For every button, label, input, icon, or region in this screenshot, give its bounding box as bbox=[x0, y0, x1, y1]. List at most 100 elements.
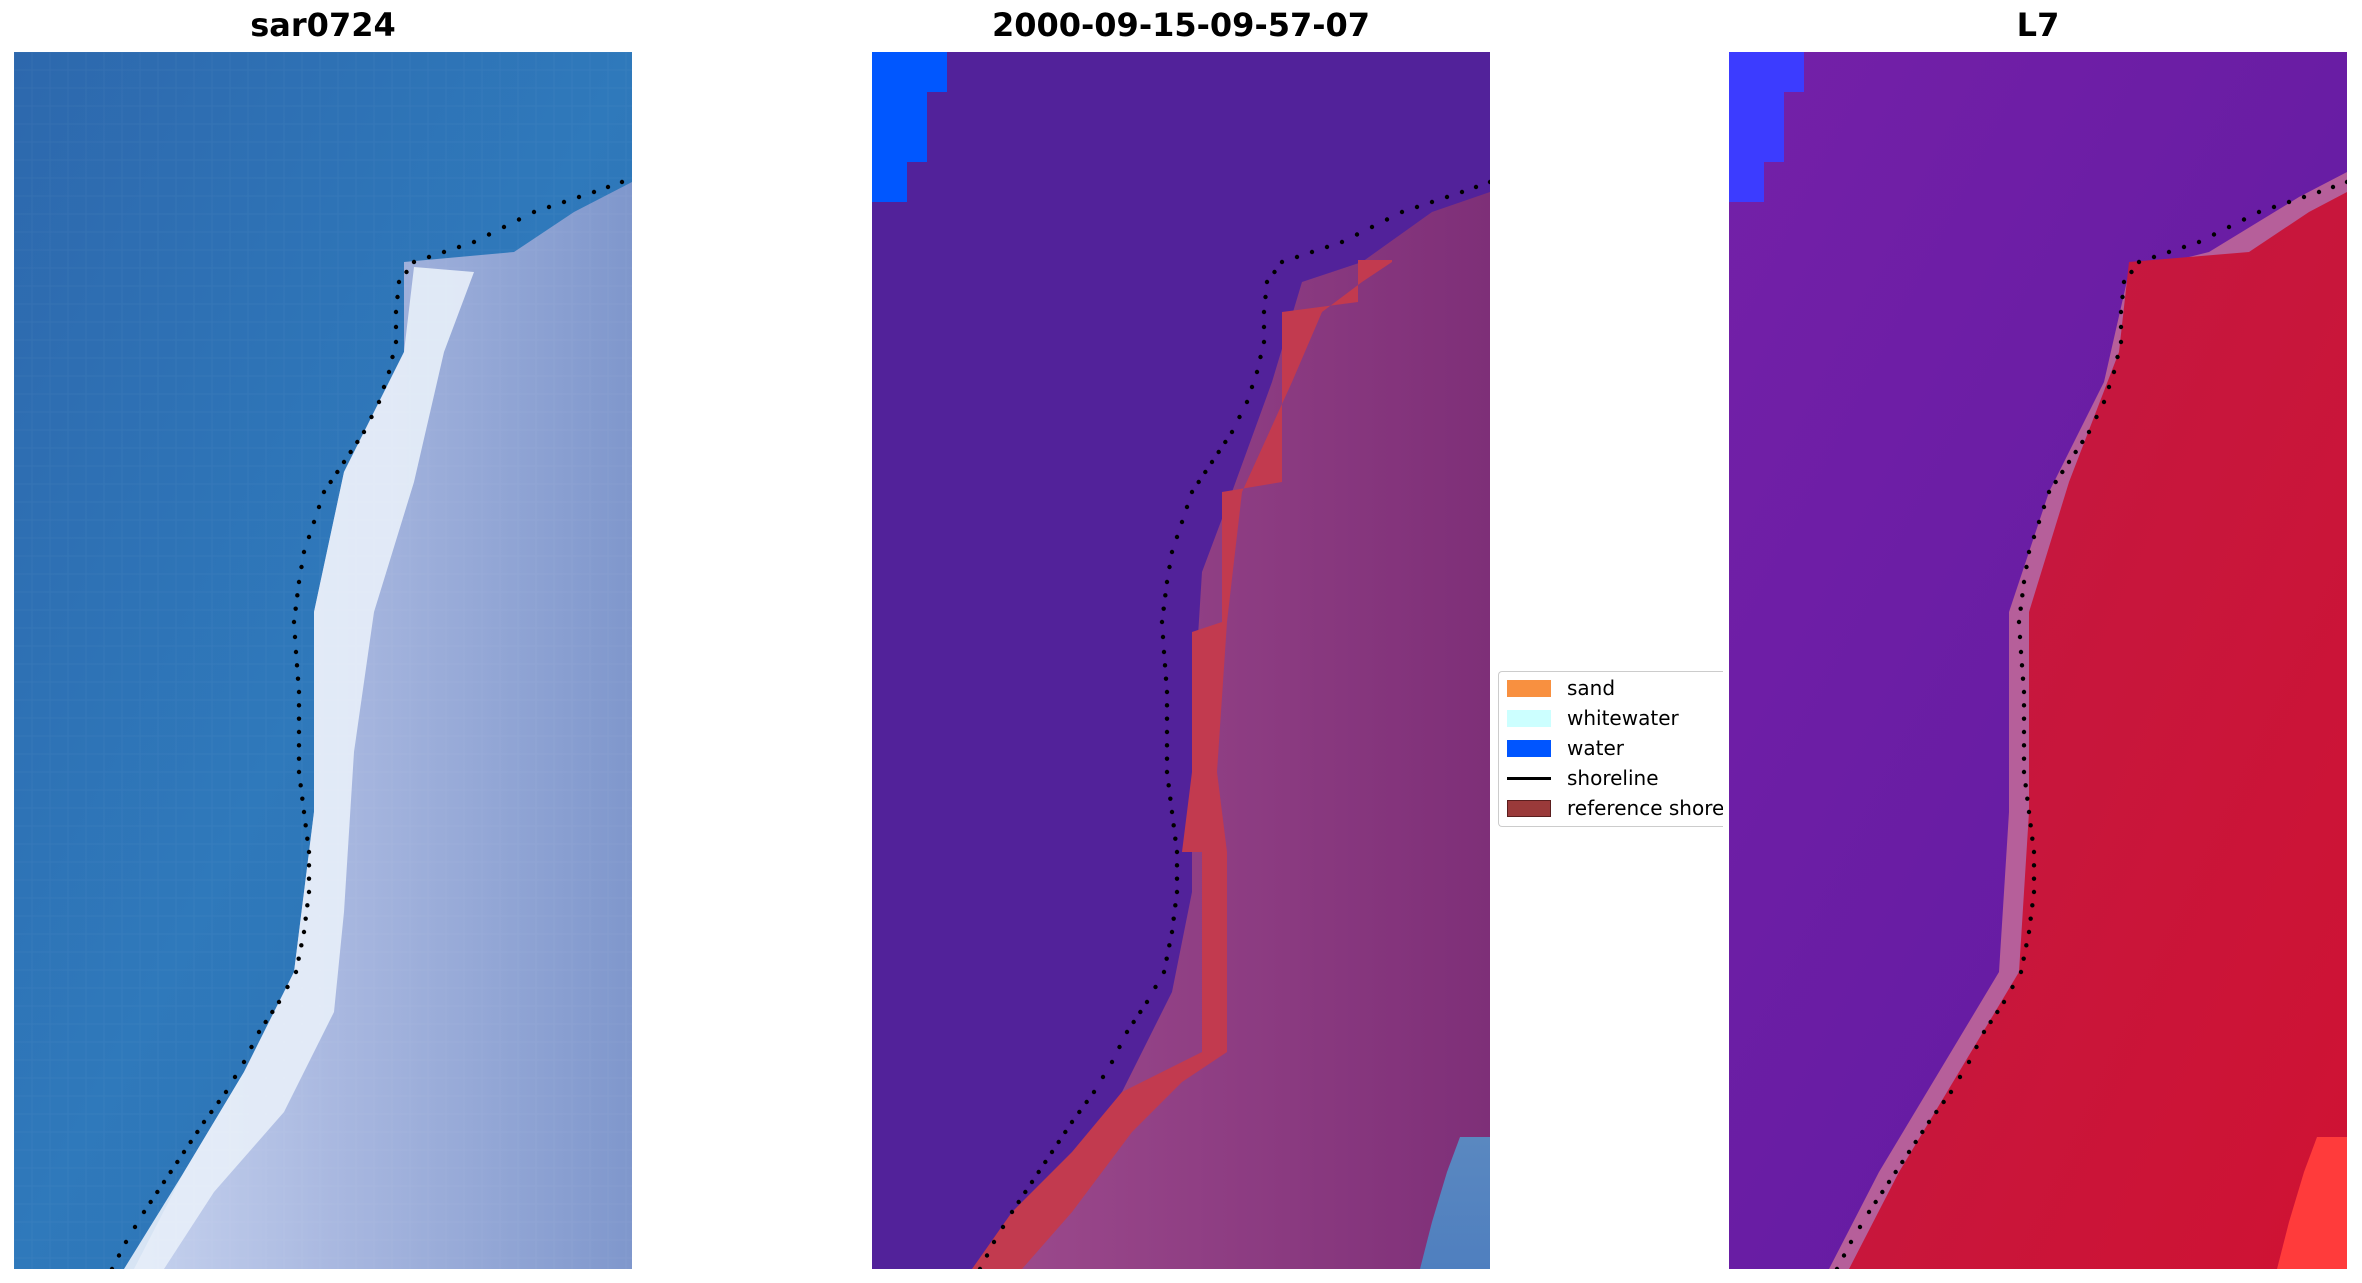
shoreline-dot bbox=[1179, 519, 1185, 525]
shoreline-dot bbox=[395, 294, 400, 300]
shoreline-dot bbox=[223, 1089, 229, 1095]
shoreline-dot bbox=[1161, 969, 1167, 975]
shoreline-dot bbox=[2286, 199, 2292, 205]
shoreline-dot bbox=[1223, 439, 1228, 445]
shoreline-dot bbox=[1974, 1044, 1979, 1050]
shoreline-dot bbox=[1164, 956, 1169, 961]
shoreline-dot bbox=[1913, 1139, 1918, 1145]
shoreline-dot bbox=[1926, 1119, 1932, 1125]
shoreline-dot bbox=[2053, 479, 2058, 485]
shoreline-dot bbox=[341, 459, 347, 465]
shoreline-dot bbox=[1414, 204, 1420, 210]
shoreline-dot bbox=[321, 489, 327, 495]
shoreline-dot bbox=[1261, 339, 1267, 345]
shoreline-dot bbox=[2020, 676, 2026, 681]
shoreline-dot bbox=[1399, 209, 1405, 215]
shoreline-dot bbox=[456, 244, 462, 250]
shoreline-dot bbox=[1174, 876, 1180, 881]
shoreline-dot bbox=[1063, 1129, 1068, 1135]
shoreline-dot bbox=[2025, 796, 2030, 801]
shoreline-dot bbox=[1159, 619, 1165, 625]
shoreline-dot bbox=[1009, 1209, 1015, 1215]
shoreline-dot bbox=[296, 769, 302, 775]
legend-label: whitewater bbox=[1567, 706, 1679, 730]
index-image-panel bbox=[1729, 52, 2347, 1269]
shoreline-dot bbox=[1163, 593, 1168, 598]
shoreline-dot bbox=[1036, 1169, 1041, 1175]
shoreline-dot bbox=[188, 1139, 193, 1145]
shoreline-dot bbox=[1164, 579, 1170, 585]
shoreline-dot bbox=[1369, 224, 1375, 230]
shoreline-dot bbox=[2021, 956, 2026, 961]
legend-line-shoreline bbox=[1507, 776, 1551, 780]
shoreline-dot bbox=[2060, 469, 2065, 475]
shoreline-dot bbox=[1384, 217, 1390, 222]
shoreline-dot bbox=[1161, 649, 1167, 655]
shoreline-dot bbox=[2019, 663, 2025, 668]
shoreline-dot bbox=[2120, 294, 2125, 300]
shoreline-dot bbox=[977, 1266, 983, 1269]
shoreline-dot bbox=[1900, 1159, 1905, 1165]
legend-swatch-whitewater bbox=[1507, 709, 1551, 727]
legend-label: reference shoreline bbox=[1567, 796, 1723, 820]
shoreline-dot bbox=[2330, 184, 2336, 190]
shoreline-dot bbox=[301, 929, 307, 935]
shoreline-dot bbox=[1866, 1209, 1872, 1215]
shoreline-dot bbox=[2316, 189, 2322, 195]
shoreline-dot bbox=[1487, 179, 1490, 185]
shoreline-dot bbox=[249, 1044, 254, 1050]
shoreline-dot bbox=[1249, 384, 1255, 390]
shoreline-dot bbox=[1324, 244, 1330, 250]
shoreline-dot bbox=[1995, 1009, 2000, 1015]
rgb-image-panel bbox=[14, 52, 632, 1269]
shoreline-dot bbox=[301, 549, 307, 555]
shoreline-dot bbox=[294, 663, 300, 668]
index-land-corner bbox=[2277, 1137, 2347, 1269]
shoreline-dot bbox=[361, 429, 367, 435]
shoreline-dot bbox=[2136, 259, 2142, 265]
shoreline-dot bbox=[1264, 279, 1270, 285]
shoreline-dot bbox=[1043, 1159, 1048, 1165]
shoreline-dot bbox=[2080, 439, 2085, 445]
legend-item-shoreline: shoreline bbox=[1507, 766, 1659, 790]
index-land bbox=[1849, 192, 2347, 1269]
shoreline-dot bbox=[2010, 984, 2015, 990]
shoreline-dot bbox=[2026, 549, 2032, 555]
shoreline-dot bbox=[1167, 564, 1172, 570]
shoreline-dot bbox=[393, 309, 399, 315]
legend-item-sand: sand bbox=[1507, 676, 1615, 700]
panel-title-classified: 2000-09-15-09-57-07 bbox=[991, 6, 1371, 44]
shoreline-dot bbox=[141, 1209, 147, 1215]
shoreline-dot bbox=[298, 783, 303, 788]
shoreline-dot bbox=[1124, 1029, 1130, 1035]
shoreline-dot bbox=[241, 1059, 247, 1065]
shoreline-dot bbox=[1848, 1239, 1854, 1245]
shoreline-dot bbox=[148, 1199, 153, 1205]
shoreline-dot bbox=[1131, 1019, 1136, 1025]
shoreline-dot bbox=[1069, 1119, 1075, 1125]
shoreline-dot bbox=[991, 1239, 997, 1245]
shoreline-dot bbox=[1163, 676, 1169, 681]
shoreline-dot bbox=[2241, 217, 2247, 222]
class-land-corner bbox=[1420, 1137, 1490, 1269]
shoreline-dot bbox=[2020, 593, 2025, 598]
shoreline-dot bbox=[376, 399, 382, 405]
shoreline-dot bbox=[2118, 324, 2124, 330]
shoreline-dot bbox=[2016, 619, 2022, 625]
shoreline-dot bbox=[2041, 504, 2047, 510]
shoreline-dot bbox=[2106, 384, 2112, 390]
shoreline-dot bbox=[426, 254, 432, 260]
shoreline-dot bbox=[2086, 429, 2092, 435]
shoreline-dot bbox=[2018, 606, 2023, 611]
shoreline-dot bbox=[2031, 889, 2037, 895]
shoreline-dot bbox=[1144, 999, 1150, 1005]
shoreline-dot bbox=[1174, 889, 1180, 895]
shoreline-dot bbox=[2211, 232, 2217, 237]
shoreline-dot bbox=[1966, 1059, 1972, 1065]
shoreline-dot bbox=[1261, 309, 1267, 315]
shoreline-dot bbox=[296, 716, 302, 721]
shoreline-dot bbox=[1473, 184, 1479, 190]
shoreline-dot bbox=[1279, 259, 1285, 265]
shoreline-dot bbox=[1164, 729, 1170, 735]
shoreline-dot bbox=[306, 534, 312, 540]
